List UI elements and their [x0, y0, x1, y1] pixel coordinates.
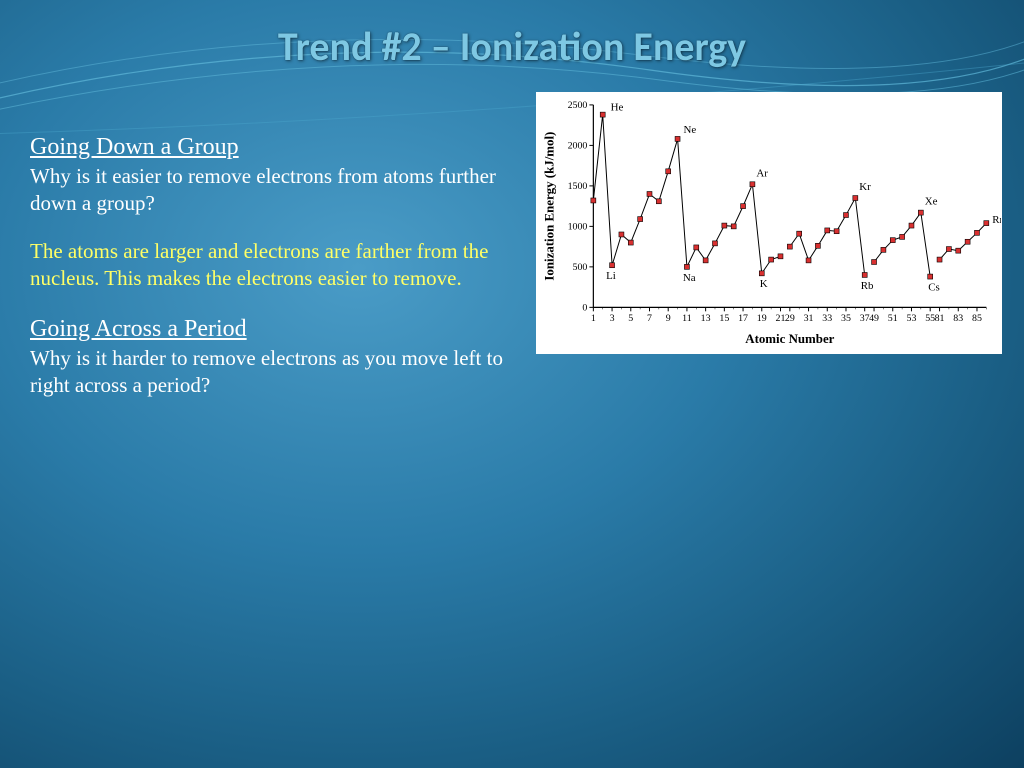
svg-text:7: 7: [647, 313, 652, 324]
svg-text:9: 9: [666, 313, 671, 324]
svg-text:K: K: [760, 278, 768, 290]
svg-text:53: 53: [907, 313, 917, 324]
slide-body: Going Down a Group Why is it easier to r…: [30, 132, 510, 421]
svg-text:33: 33: [822, 313, 832, 324]
svg-text:49: 49: [869, 313, 879, 324]
svg-text:2500: 2500: [568, 100, 588, 111]
svg-text:35: 35: [841, 313, 851, 324]
heading-group: Going Down a Group: [30, 132, 510, 163]
question-group: Why is it easier to remove electrons fro…: [30, 163, 510, 217]
svg-text:5: 5: [628, 313, 633, 324]
heading-period: Going Across a Period: [30, 314, 510, 345]
svg-text:13: 13: [701, 313, 711, 324]
svg-text:500: 500: [573, 262, 588, 273]
question-period: Why is it harder to remove electrons as …: [30, 345, 510, 399]
svg-text:51: 51: [888, 313, 898, 324]
svg-text:Atomic Number: Atomic Number: [745, 332, 834, 346]
svg-text:29: 29: [785, 313, 795, 324]
svg-text:15: 15: [719, 313, 729, 324]
svg-text:83: 83: [953, 313, 963, 324]
svg-text:Ne: Ne: [684, 124, 697, 136]
svg-text:Xe: Xe: [925, 196, 938, 208]
svg-text:1500: 1500: [568, 181, 588, 192]
svg-text:2000: 2000: [568, 140, 588, 151]
svg-text:1000: 1000: [568, 221, 588, 232]
svg-text:Ar: Ar: [756, 167, 768, 179]
ionization-energy-chart: 0500100015002000250013579111315171921293…: [536, 92, 1002, 354]
svg-text:Li: Li: [606, 270, 616, 282]
svg-text:Rb: Rb: [861, 280, 874, 292]
svg-text:17: 17: [738, 313, 748, 324]
svg-text:He: He: [611, 102, 624, 114]
svg-text:19: 19: [757, 313, 767, 324]
svg-text:3: 3: [610, 313, 615, 324]
svg-text:31: 31: [804, 313, 814, 324]
svg-text:85: 85: [972, 313, 982, 324]
svg-text:Kr: Kr: [859, 181, 871, 193]
svg-text:Rn: Rn: [992, 214, 1001, 226]
svg-text:11: 11: [682, 313, 692, 324]
svg-text:Cs: Cs: [928, 281, 940, 293]
answer-group: The atoms are larger and electrons are f…: [30, 238, 510, 292]
svg-text:1: 1: [591, 313, 596, 324]
svg-text:0: 0: [582, 302, 587, 313]
svg-text:81: 81: [935, 313, 945, 324]
svg-text:Ionization Energy (kJ/mol): Ionization Energy (kJ/mol): [543, 132, 557, 281]
svg-text:Na: Na: [683, 272, 696, 284]
slide-title: Trend #2 – Ionization Energy: [0, 22, 1024, 71]
